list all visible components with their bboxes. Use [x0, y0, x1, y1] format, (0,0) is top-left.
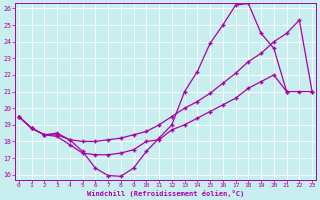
X-axis label: Windchill (Refroidissement éolien,°C): Windchill (Refroidissement éolien,°C)	[87, 190, 244, 197]
